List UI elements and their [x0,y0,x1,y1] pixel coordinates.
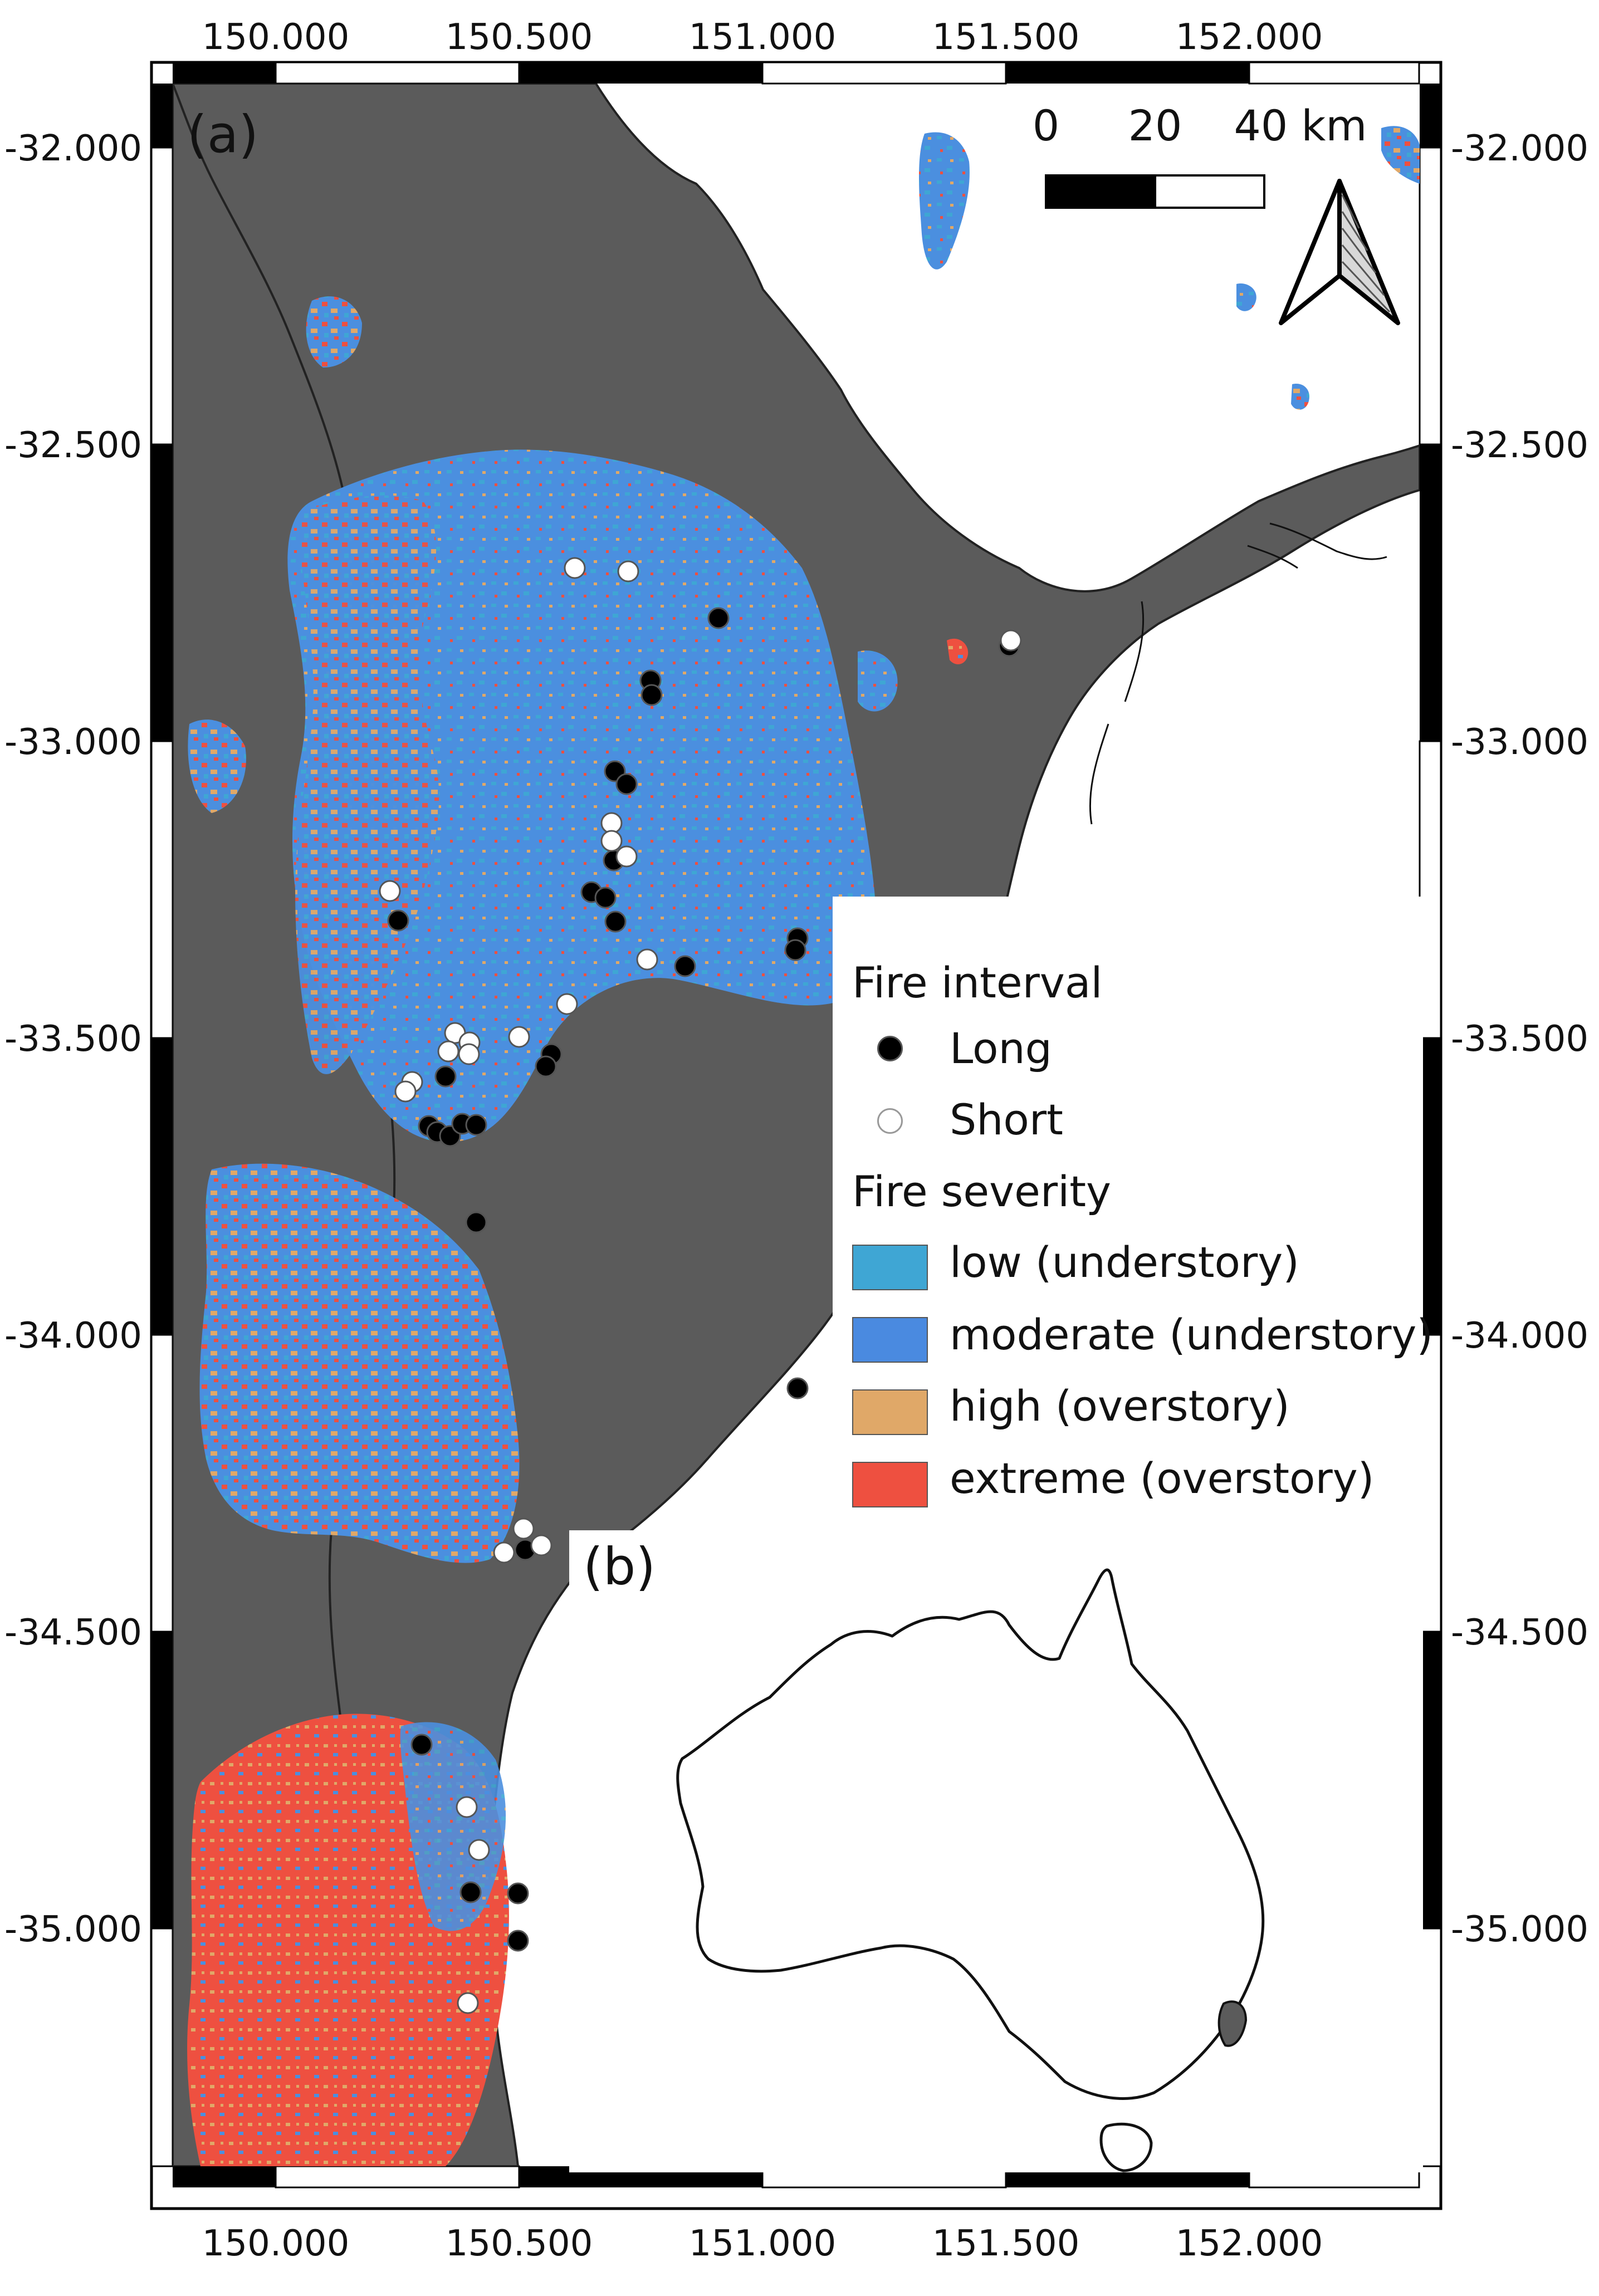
legend-high-label: high (overstory) [950,1381,1290,1431]
panel-b-label: (b) [583,1537,656,1597]
legend-extreme-label: extreme (overstory) [950,1453,1375,1503]
long-point [387,909,409,932]
legend-short-label: Short [950,1095,1063,1144]
short-point [617,560,639,582]
tasmania [1099,2122,1153,2172]
short-point [458,1043,480,1065]
svg-text:151.000: 151.000 [689,2223,837,2264]
short-point [379,880,401,902]
long-point [507,1930,529,1952]
svg-text:-32.000: -32.000 [4,128,142,169]
svg-text:-33.000: -33.000 [4,722,142,763]
legend-high-swatch [852,1389,928,1435]
legend-short-marker [877,1108,903,1134]
north-arrow-icon [1279,179,1400,325]
short-point [394,1080,417,1103]
long-point [604,910,627,933]
short-point [468,1839,490,1861]
svg-text:152.000: 152.000 [1176,2223,1323,2264]
legend-interval-title: Fire interval [852,958,1103,1007]
map-canvas [173,84,1420,2166]
svg-text:150.000: 150.000 [202,2223,350,2264]
long-point [640,684,663,706]
long-point [465,1114,487,1136]
fire-patch-central [199,1163,520,1563]
study-area-highlight [1217,2000,1248,2047]
long-point [410,1734,433,1756]
svg-text:-34.000: -34.000 [1451,1315,1588,1357]
svg-text:-34.000: -34.000 [4,1315,142,1357]
long-point [707,607,730,629]
svg-text:-34.500: -34.500 [1451,1612,1588,1653]
x-tick-labels-bottom: 150.000 150.500 151.000 151.500 152.000 [202,2223,1323,2264]
long-point [507,1882,529,1905]
short-point [556,993,578,1015]
legend-low-label: low (understory) [950,1237,1299,1287]
svg-text:151.500: 151.500 [932,17,1080,58]
svg-text:-33.500: -33.500 [4,1019,142,1060]
svg-text:151.000: 151.000 [689,17,837,58]
short-point [512,1517,535,1540]
svg-text:151.500: 151.500 [932,2223,1080,2264]
svg-text:-35.000: -35.000 [1451,1909,1588,1950]
svg-text:0: 0 [1033,101,1059,150]
short-point [636,948,658,971]
svg-text:-33.000: -33.000 [1451,722,1588,763]
legend: Fire interval Long Short Fire severity l… [833,897,1433,1531]
long-point [594,887,617,909]
legend-moderate-label: moderate (understory) [950,1310,1434,1359]
legend-low-swatch [852,1245,928,1290]
long-point [784,939,806,961]
panel-a-label: (a) [187,105,259,164]
svg-text:-32.000: -32.000 [1451,128,1588,169]
svg-text:150.000: 150.000 [202,17,350,58]
svg-text:150.500: 150.500 [446,17,593,58]
y-tick-labels-right: -32.000 -32.500 -33.000 -33.500 -34.000 … [1451,128,1588,1950]
legend-extreme-swatch [852,1462,928,1507]
svg-text:-33.500: -33.500 [1451,1019,1588,1060]
short-point [493,1541,515,1564]
short-point [437,1040,459,1063]
short-point [457,1992,479,2014]
long-point [615,773,638,795]
inset-australia: (b) [569,1530,1423,2172]
svg-text:20: 20 [1128,101,1182,150]
scale-bar: 0 20 40 km [1033,101,1367,209]
x-tick-labels-top: 150.000 150.500 151.000 151.500 152.000 [202,17,1323,58]
long-point [465,1211,487,1233]
short-point [508,1026,530,1048]
svg-text:-34.500: -34.500 [4,1612,142,1653]
svg-text:-32.500: -32.500 [4,425,142,466]
legend-moderate-swatch [852,1317,928,1363]
svg-text:152.000: 152.000 [1176,17,1323,58]
long-point [535,1055,557,1078]
long-point [459,1881,482,1903]
long-point [674,955,696,977]
legend-severity-title: Fire severity [852,1167,1112,1216]
short-point [456,1796,478,1818]
legend-long-marker [877,1036,903,1061]
long-point [434,1065,457,1088]
fire-interval-points [379,557,1022,2014]
svg-text:40 km: 40 km [1234,101,1367,150]
australia-outline [676,1568,1265,2172]
y-tick-labels-left: -32.000 -32.500 -33.000 -33.500 -34.000 … [4,128,142,1950]
estuary-lines [1089,522,1387,825]
short-point [615,845,638,868]
short-point [1000,629,1022,652]
short-point [600,830,623,852]
svg-text:150.500: 150.500 [446,2223,593,2264]
fire-patch-north [287,449,876,1143]
short-point [530,1534,552,1556]
long-point [786,1377,809,1399]
svg-text:-32.500: -32.500 [1451,425,1588,466]
svg-text:-35.000: -35.000 [4,1909,142,1950]
legend-long-label: Long [950,1024,1052,1073]
short-point [564,557,586,579]
